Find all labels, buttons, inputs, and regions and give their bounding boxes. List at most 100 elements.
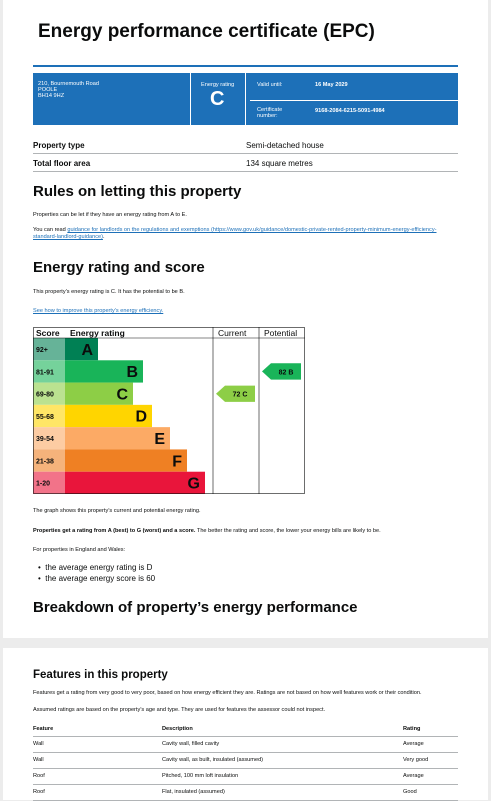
table-line	[33, 784, 458, 785]
paragraph: Features get a rating from very good to …	[33, 690, 422, 696]
table-header: Description	[162, 726, 193, 732]
rating-letter: C	[210, 88, 225, 110]
band-letter: A	[81, 342, 93, 359]
heading: Breakdown of property’s energy performan…	[33, 599, 358, 616]
rating-arrow	[262, 363, 301, 380]
table-key: Property type	[33, 141, 85, 150]
rule	[33, 65, 458, 67]
table-cell: Cavity wall, as built, insulated (assume…	[162, 757, 264, 763]
table-cell: Flat, insulated (assumed)	[162, 789, 225, 795]
paragraph: This property’s energy rating is C. It h…	[33, 289, 185, 295]
table-value: 134 square metres	[246, 159, 313, 168]
rating-label: Energy rating	[201, 82, 235, 88]
rating-box	[190, 73, 246, 125]
table-line	[33, 752, 458, 753]
divider	[250, 100, 458, 101]
band-bar	[65, 360, 143, 383]
band-letter: D	[135, 409, 147, 426]
table-cell: Roof	[33, 773, 45, 779]
bullet: • the average energy rating is D	[38, 563, 153, 572]
paragraph: You can read guidance for landlords on t…	[33, 227, 448, 241]
bullet: • the average energy score is 60	[38, 574, 156, 583]
rating-graph: Score Energy rating Current Potential 92+ A 81…	[33, 327, 305, 494]
valid-date: 16 May 2029	[315, 82, 348, 88]
table-line	[33, 171, 458, 172]
table-cell: Pitched, 100 mm loft insulation	[162, 773, 239, 779]
title: Energy performance certificate (EPC)	[38, 21, 375, 42]
text: The better the rating and score, the low…	[196, 528, 381, 534]
bullet-list: • the average energy rating is D • the a…	[38, 562, 155, 584]
heading: Rules on letting this property	[33, 183, 242, 200]
table-cell: Cavity wall, filled cavity	[162, 741, 220, 747]
link[interactable]: See how to improve this property’s energ…	[33, 308, 164, 314]
table-line	[33, 768, 458, 769]
band-letter: E	[154, 431, 165, 448]
table-line	[33, 736, 458, 737]
bold-text: Properties get a rating from A (best) to…	[33, 528, 196, 534]
band-score: 55-68	[36, 414, 54, 421]
table-cell: Good	[403, 789, 417, 795]
table-cell: Very good	[403, 757, 429, 763]
band-score: 39-54	[36, 436, 54, 443]
cert-label: Certificate number:	[257, 107, 283, 119]
band-score: 69-80	[36, 392, 54, 399]
heading: Energy rating and score	[33, 259, 205, 276]
graph-header: Current	[218, 328, 247, 338]
cert-number: 9168-2084-6215-5091-4984	[315, 108, 385, 114]
band-letter: F	[172, 453, 182, 470]
address-line: POOLE	[38, 87, 58, 93]
bullet-text: the average energy score is 60	[45, 574, 156, 583]
band-letter: C	[116, 386, 128, 403]
graph-header: Potential	[264, 328, 297, 338]
score-cell	[33, 404, 65, 428]
table-cell: Average	[403, 773, 424, 779]
table-cell: Wall	[33, 741, 44, 747]
score-cell	[33, 449, 65, 472]
link[interactable]: guidance for landlords on the regulation…	[33, 227, 437, 240]
band-bar	[65, 427, 170, 450]
score-cell	[33, 338, 65, 361]
table-key: Total floor area	[33, 159, 91, 168]
valid-label: Valid until:	[257, 82, 283, 88]
band-letter: B	[126, 364, 138, 381]
rating-arrow	[216, 385, 255, 402]
rating-arrow-label: 72 C	[233, 392, 248, 399]
band-bar	[65, 382, 133, 405]
page-card	[3, 648, 488, 800]
paragraph: The graph shows this property’s current …	[33, 508, 201, 514]
score-cell	[33, 382, 65, 405]
table-value: Semi-detached house	[246, 141, 324, 150]
table-cell: Roof	[33, 789, 45, 795]
graph-header: Energy rating	[70, 328, 125, 338]
score-cell	[33, 471, 65, 494]
table-header: Rating	[403, 726, 421, 732]
bullet-text: the average energy rating is D	[45, 563, 153, 572]
paragraph: Assumed ratings are based on the propert…	[33, 707, 326, 713]
band-score: 92+	[36, 347, 48, 354]
band-letter: G	[188, 476, 200, 493]
band-score: 1-20	[36, 481, 50, 488]
band-score: 21-38	[36, 458, 54, 465]
table-header: Feature	[33, 726, 54, 732]
graph-frame	[33, 327, 305, 494]
rating-arrow-label: 82 B	[279, 369, 294, 376]
band-bar	[65, 338, 98, 361]
band-score: 81-91	[36, 369, 54, 376]
graph-header: Score	[36, 328, 60, 338]
address-line: BH14 9HZ	[38, 93, 65, 99]
band-bar	[65, 404, 152, 428]
paragraph: For properties in England and Wales:	[33, 547, 126, 553]
paragraph: Properties get a rating from A (best) to…	[33, 528, 381, 534]
table-line	[33, 153, 458, 154]
score-cell	[33, 427, 65, 450]
text: You can read	[33, 227, 66, 233]
paragraph: Properties can be let if they have an en…	[33, 212, 187, 218]
table-cell: Average	[403, 741, 424, 747]
band-bar	[65, 449, 187, 472]
score-cell	[33, 360, 65, 383]
band-bar	[65, 471, 205, 494]
table-cell: Wall	[33, 757, 44, 763]
text: .	[102, 234, 105, 240]
heading: Features in this property	[33, 669, 168, 681]
